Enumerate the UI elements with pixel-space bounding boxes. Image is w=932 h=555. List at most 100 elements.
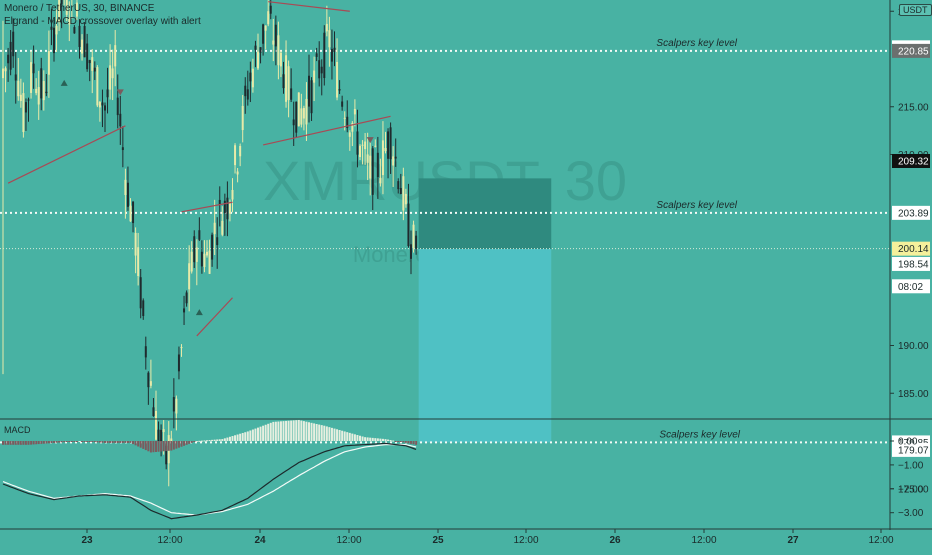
macd-histogram-bar [190,441,193,443]
macd-histogram-bar [223,438,226,441]
time-tick-label: 26 [609,535,621,546]
macd-histogram-bar [175,441,178,449]
macd-histogram-bar [302,421,305,441]
buy-signal-marker [195,309,203,316]
macd-histogram-bar [40,441,43,444]
candle-body [55,25,58,35]
macd-label[interactable]: MACD [4,425,31,435]
macd-histogram-bar [300,420,303,441]
macd-histogram-bar [75,441,78,442]
macd-histogram-bar [91,441,94,442]
time-tick-label: 12:00 [513,535,538,546]
macd-histogram-bar [42,441,45,444]
trendline [262,115,391,146]
macd-histogram-bar [295,420,298,441]
macd-histogram-bar [195,441,198,442]
sell-signal-marker [366,137,374,144]
candle-body [231,189,234,200]
macd-histogram-bar [239,433,242,441]
time-tick-label: 27 [787,535,799,546]
candle-body [254,45,257,50]
candle-body [244,85,247,97]
candle-body [200,251,203,267]
candle-body [397,181,400,190]
macd-histogram-bar [277,421,280,441]
candle-body [211,234,214,260]
macd-tick-label: −2.00 [898,484,924,495]
candle-body [139,277,142,309]
indicator-title[interactable]: Elgrand - MACD crossover overlay with al… [4,16,201,27]
macd-histogram-bar [188,441,191,444]
time-tick-label: 12:00 [868,535,893,546]
macd-histogram-bar [7,441,10,445]
macd-histogram-bar [70,441,73,442]
candle-body [287,66,290,101]
macd-histogram-bar [114,441,117,443]
time-tick-label: 12:00 [691,535,716,546]
candle-body [389,127,392,160]
candle-body [302,107,305,119]
candle-body [22,93,25,133]
chart-title: Monero / TetherUS, 30, BINANCE [4,3,155,14]
candle-body [259,47,262,53]
macd-histogram-bar [397,441,400,442]
candle-body [93,67,96,72]
candle-body [206,251,208,256]
macd-histogram-bar [366,437,369,441]
candle-body [282,74,285,89]
macd-histogram-bar [410,441,412,444]
candle-body [404,193,407,205]
macd-histogram-bar [111,441,114,443]
trendline [7,125,126,184]
trendline [181,201,233,213]
price-tag-box [892,442,930,457]
candle-body [60,0,63,5]
macd-histogram-bar [318,424,321,441]
candle-body [12,31,15,57]
macd-histogram-bar [407,441,410,444]
macd-histogram-bar [333,428,336,441]
macd-histogram-bar [394,441,397,442]
candle-body [121,147,124,151]
candle-body [165,445,168,465]
candle-body [338,89,341,91]
price-tag-box [892,256,930,271]
currency-button[interactable]: USDT [899,4,932,16]
candle-body [264,25,267,31]
candle-body [27,99,30,101]
candle-body [42,81,45,101]
candle-body [35,88,38,94]
macd-histogram-bar [147,441,150,452]
candle-body [149,381,152,386]
macd-histogram-bar [287,420,290,441]
macd-histogram-bar [262,425,265,441]
macd-histogram-bar [193,441,196,442]
candle-body [19,94,22,102]
candle-body [323,32,326,79]
candle-body [313,70,316,83]
macd-histogram-bar [4,441,7,445]
time-tick-label: 24 [254,535,266,546]
candle-body [407,203,410,247]
candle-body [328,30,331,48]
macd-histogram-bar [371,437,374,441]
candle-body [236,171,239,175]
candle-body [267,11,270,25]
macd-histogram-bar [338,430,341,441]
candle-body [134,232,137,256]
candle-body [78,25,81,47]
candle-body [279,52,282,67]
macd-histogram-bar [264,424,267,441]
candle-body [45,91,48,94]
macd-histogram-bar [68,441,71,442]
macd-histogram-bar [244,432,247,441]
macd-histogram-bar [142,441,145,449]
candle-body [24,102,27,113]
macd-histogram-bar [221,439,224,441]
candle-body [86,43,89,70]
macd-histogram-bar [200,440,203,442]
macd-histogram-bar [310,422,313,441]
candle-body [137,247,140,277]
candle-body [320,66,323,74]
